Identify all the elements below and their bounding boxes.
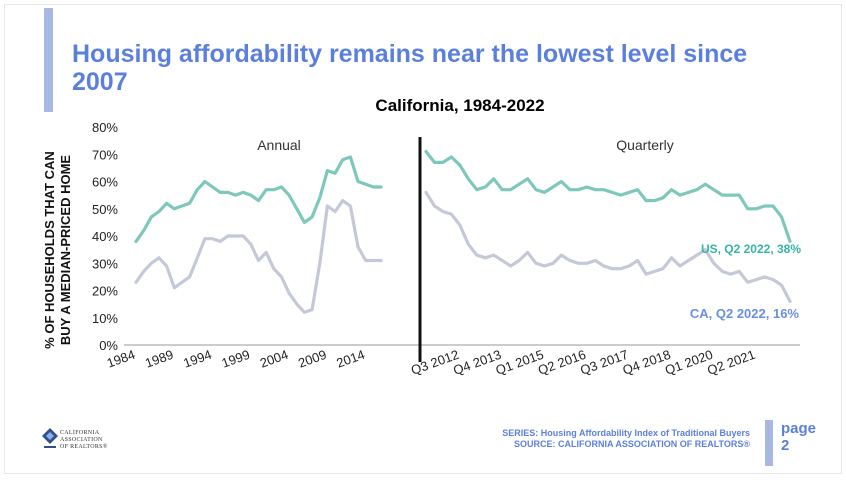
y-tick-label: 50%: [92, 202, 118, 217]
quarterly-section-label: Quarterly: [616, 137, 674, 153]
page-word: page: [781, 420, 817, 437]
ca-end-annotation: CA, Q2 2022, 16%: [690, 306, 800, 321]
annual-x-tick-label: 1989: [143, 347, 175, 371]
logo-line-2: ASSOCIATION: [60, 437, 103, 443]
source-note: SERIES: Housing Affordability Index of T…: [502, 428, 750, 450]
car-logo-icon: [42, 428, 58, 448]
y-tick-label: 40%: [92, 229, 118, 244]
y-tick-label: 30%: [92, 256, 118, 271]
annual-section-label: Annual: [257, 137, 301, 153]
logo-text: CALIFORNIA ASSOCIATION OF REALTORS®: [60, 430, 108, 451]
page-accent-bar: [765, 420, 773, 466]
us-end-annotation: US, Q2 2022, 38%: [701, 242, 801, 256]
y-tick-label: 20%: [92, 284, 118, 299]
annual-us-line: [134, 155, 383, 243]
annual-ca-line: [134, 199, 383, 314]
annual-x-tick-label: 2014: [334, 347, 366, 371]
headline-accent-bar: [44, 8, 53, 112]
chart-title: California, 1984-2022: [375, 96, 545, 115]
logo-line-1: CALIFORNIA: [60, 430, 100, 436]
logo-line-3: OF REALTORS®: [60, 444, 108, 450]
y-tick-label: 0%: [99, 338, 118, 353]
y-tick-label: 60%: [92, 175, 118, 190]
source-credit: SOURCE: CALIFORNIA ASSOCIATION OF REALTO…: [514, 439, 750, 449]
car-logo: CALIFORNIA ASSOCIATION OF REALTORS®: [42, 428, 132, 460]
page-indicator: page 2: [781, 420, 816, 454]
quarterly-x-tick-label: Q2 2021: [705, 347, 757, 378]
annual-x-tick-label: 1999: [220, 347, 252, 371]
page-number: 2: [781, 437, 790, 454]
quarterly-ca-line: [424, 190, 792, 303]
slide-headline: Housing affordability remains near the l…: [72, 40, 748, 96]
y-tick-label: 70%: [92, 147, 118, 162]
quarterly-us-line: [424, 149, 792, 243]
annual-x-tick-label: 1994: [181, 347, 213, 371]
annual-x-tick-label: 2009: [296, 347, 328, 371]
affordability-chart: 0% 10% 20% 30% 40% 50% 60% 70% 80% Annual Quarterl…: [92, 120, 801, 378]
slide-frame: [4, 4, 842, 474]
annual-x-tick-label: 2004: [258, 347, 290, 371]
series-note: SERIES: Housing Affordability Index of T…: [502, 428, 750, 438]
y-tick-label: 80%: [92, 120, 118, 135]
y-tick-label: 10%: [92, 311, 118, 326]
